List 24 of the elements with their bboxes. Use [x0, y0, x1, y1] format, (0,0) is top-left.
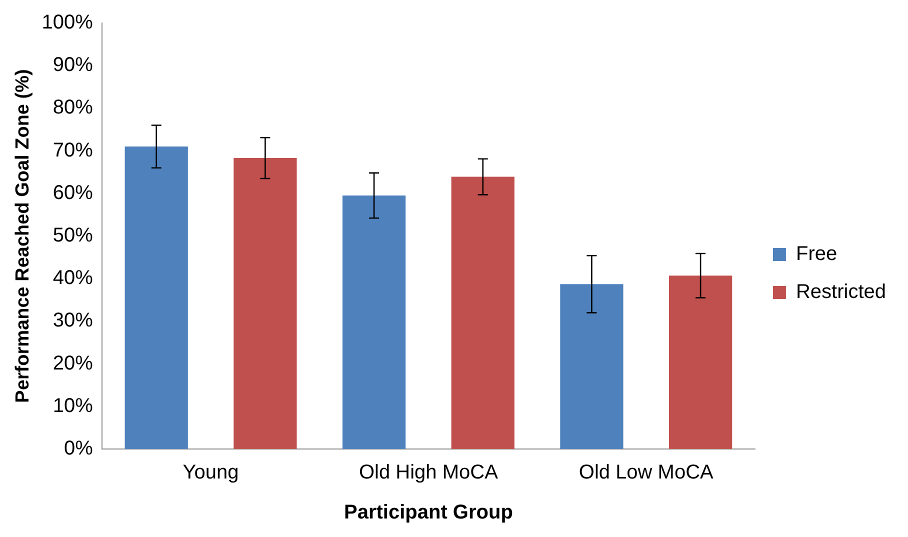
bar — [560, 284, 624, 449]
bar — [668, 276, 732, 449]
y-tick-label: 40% — [52, 267, 94, 290]
y-axis-title: Performance Reached Goal Zone (%) — [12, 69, 34, 403]
bar — [234, 158, 297, 449]
x-tick-label: Old High MoCA — [358, 462, 499, 484]
y-tick-label: 90% — [52, 54, 94, 76]
bar — [124, 146, 188, 449]
bar — [451, 176, 514, 449]
y-tick-label: 50% — [52, 224, 94, 247]
x-tick-label: Young — [182, 462, 239, 484]
y-tick-label: 100% — [42, 12, 94, 34]
y-tick-label: 0% — [64, 438, 94, 460]
y-tick-label: 20% — [52, 352, 94, 374]
y-tick-label: 10% — [52, 394, 94, 417]
legend-label: Free — [796, 243, 838, 266]
bar — [342, 196, 406, 449]
y-tick-label: 80% — [52, 96, 94, 119]
legend-label: Restricted — [796, 281, 886, 304]
x-tick-label: Old Low MoCA — [578, 462, 714, 484]
y-tick-label: 30% — [52, 310, 94, 332]
y-tick-label: 60% — [52, 182, 94, 204]
x-axis-title: Participant Group — [344, 502, 513, 524]
y-tick-label: 70% — [52, 139, 94, 162]
